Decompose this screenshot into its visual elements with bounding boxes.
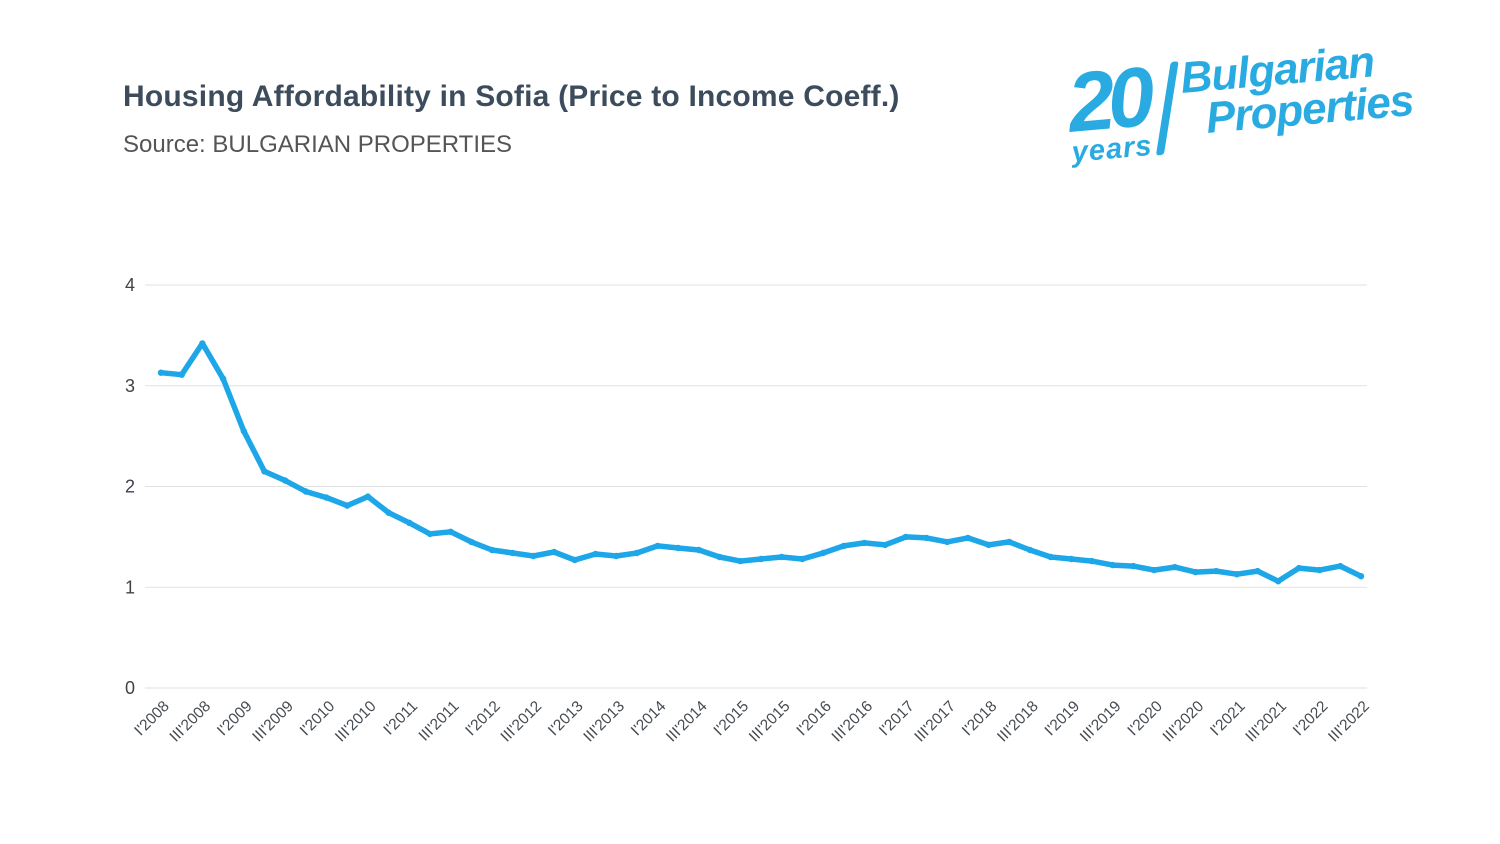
series-line	[158, 340, 1364, 584]
data-point	[1357, 573, 1365, 580]
x-axis-tick-label: III'2018	[994, 698, 1042, 746]
x-axis-tick-label: III'2020	[1160, 698, 1208, 746]
data-point	[1047, 553, 1054, 561]
y-axis-tick-label: 4	[125, 275, 135, 295]
data-point	[509, 549, 516, 557]
data-point	[302, 488, 309, 495]
data-point	[1275, 578, 1282, 585]
x-axis-tick-label: III'2009	[249, 698, 297, 746]
data-point	[861, 539, 868, 547]
data-point	[1130, 562, 1137, 570]
x-axis-tick-label: III'2010	[332, 698, 380, 746]
data-point	[1316, 566, 1323, 574]
data-point	[944, 538, 951, 546]
data-point	[633, 549, 641, 557]
y-axis-tick-label: 2	[125, 477, 135, 497]
data-point	[964, 534, 972, 542]
data-point	[178, 371, 185, 378]
data-point	[881, 541, 889, 549]
data-point	[985, 541, 992, 549]
data-point	[654, 542, 661, 550]
data-point	[840, 542, 847, 550]
data-point	[488, 546, 496, 554]
y-axis-tick-label: 1	[125, 577, 135, 597]
x-axis-tick-label: III'2016	[829, 698, 877, 746]
data-point	[799, 555, 806, 563]
data-point	[571, 556, 578, 564]
data-point	[344, 502, 351, 509]
y-axis-tick-label: 3	[125, 376, 135, 396]
chart-header: Housing Affordability in Sofia (Price to…	[123, 80, 900, 159]
data-point	[923, 534, 930, 542]
data-point	[902, 533, 909, 541]
data-point	[1006, 538, 1013, 546]
data-point	[1109, 561, 1116, 569]
x-axis-tick-label: III'2011	[416, 698, 463, 745]
data-point	[1233, 571, 1241, 578]
data-point	[447, 528, 454, 535]
data-point	[1192, 568, 1199, 576]
data-point	[281, 477, 289, 484]
data-point	[757, 555, 765, 563]
data-point	[1171, 563, 1179, 571]
data-point	[716, 553, 723, 561]
x-axis-tick-label: III'2008	[167, 698, 215, 746]
x-axis-tick-label: III'2017	[911, 698, 959, 746]
data-point	[426, 530, 434, 538]
data-point	[1213, 567, 1220, 575]
data-point	[592, 550, 599, 558]
data-point	[406, 519, 413, 526]
data-point	[613, 552, 620, 560]
data-point	[157, 369, 165, 376]
data-point	[261, 468, 268, 475]
data-point	[675, 544, 682, 552]
x-axis-tick-label: III'2021	[1242, 698, 1290, 746]
data-point	[1068, 555, 1075, 563]
x-axis-tick-label: III'2013	[580, 698, 628, 746]
x-axis-tick-label: III'2015	[746, 698, 794, 746]
data-point	[1088, 557, 1096, 565]
data-point	[819, 549, 827, 557]
data-point	[364, 493, 372, 500]
data-point	[240, 427, 247, 435]
data-point	[323, 494, 330, 501]
data-point	[219, 375, 227, 382]
data-point	[468, 538, 475, 546]
data-point	[778, 553, 785, 561]
data-point	[695, 546, 703, 554]
page-title: Housing Affordability in Sofia (Price to…	[123, 80, 900, 113]
data-point	[1026, 546, 1034, 554]
source-label: Source: BULGARIAN PROPERTIES	[123, 131, 513, 158]
data-point	[385, 509, 392, 516]
data-point	[530, 552, 537, 560]
data-point	[1337, 562, 1344, 570]
x-axis-tick-label: III'2012	[498, 698, 546, 746]
x-axis-tick-label: III'2022	[1325, 698, 1373, 746]
y-axis-tick-label: 0	[125, 678, 135, 698]
x-axis-tick-label: III'2014	[663, 698, 711, 746]
data-point	[737, 557, 744, 565]
data-point	[199, 340, 206, 347]
data-point	[1150, 566, 1158, 574]
data-point	[550, 548, 558, 556]
data-point	[1254, 567, 1261, 575]
x-axis-tick-label: III'2019	[1077, 698, 1125, 746]
data-point	[1295, 564, 1303, 572]
